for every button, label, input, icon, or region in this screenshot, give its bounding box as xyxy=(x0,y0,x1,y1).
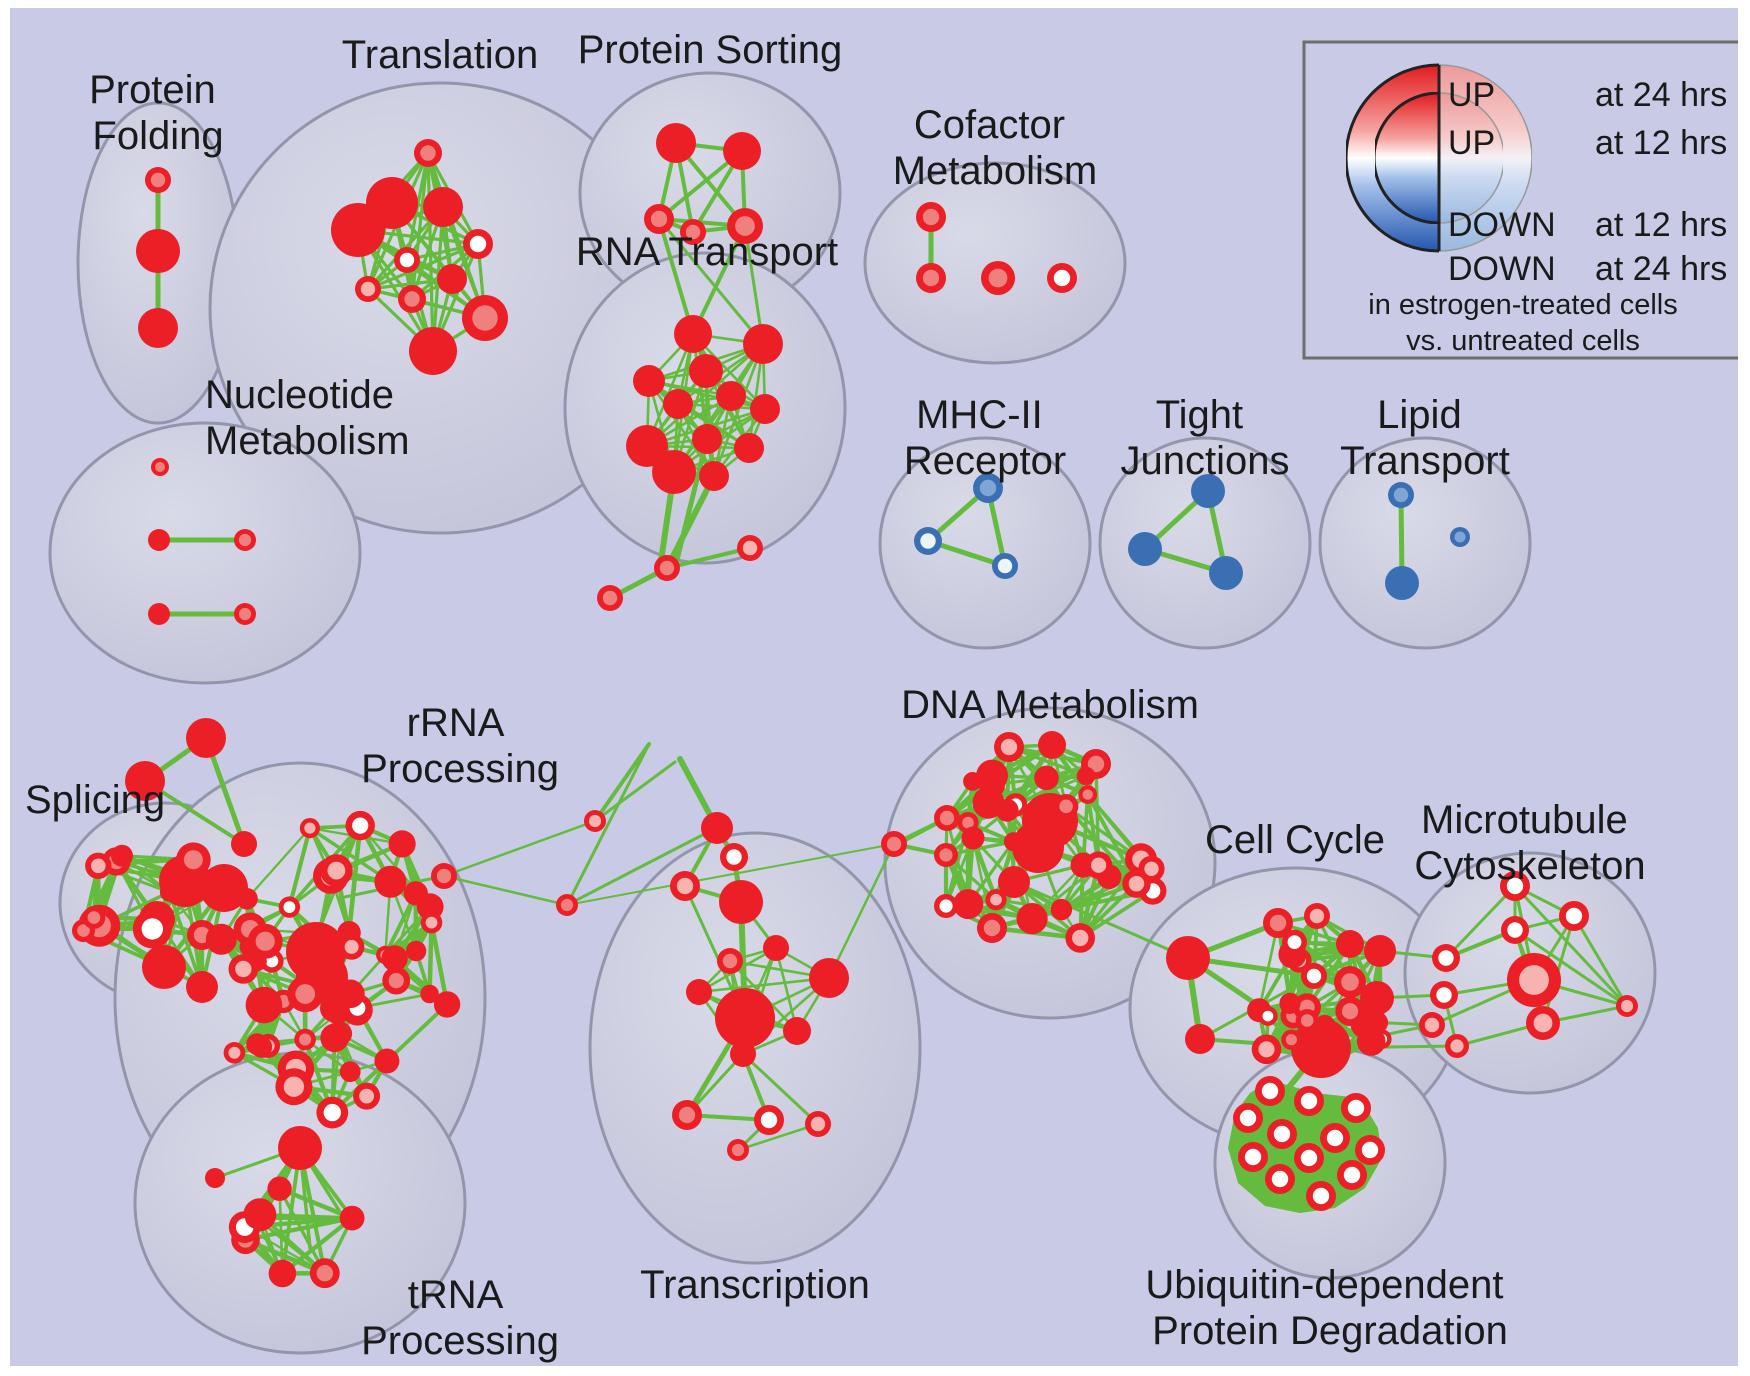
svg-text:at 12 hrs: at 12 hrs xyxy=(1595,124,1727,162)
svg-text:Translation: Translation xyxy=(342,33,538,77)
svg-text:DOWN: DOWN xyxy=(1448,206,1556,244)
svg-text:at 12 hrs: at 12 hrs xyxy=(1595,206,1727,244)
svg-text:UP: UP xyxy=(1448,76,1495,114)
svg-text:in estrogen-treated cells: in estrogen-treated cells xyxy=(1368,289,1678,321)
svg-text:vs. untreated cells: vs. untreated cells xyxy=(1406,325,1640,357)
svg-text:Splicing: Splicing xyxy=(25,778,165,822)
svg-text:Cofactor Metabolism: Cofactor Metabolism xyxy=(893,103,1098,193)
svg-text:UP: UP xyxy=(1448,124,1495,162)
svg-text:Ubiquitin-dependent Protein De: Ubiquitin-dependent Protein Degradation xyxy=(1145,1263,1514,1353)
svg-text:DNA Metabolism: DNA Metabolism xyxy=(901,683,1199,727)
svg-text:at 24 hrs: at 24 hrs xyxy=(1595,250,1727,288)
svg-text:RNA Transport: RNA Transport xyxy=(576,230,838,274)
svg-text:Protein Sorting: Protein Sorting xyxy=(578,28,843,72)
svg-text:rRNA Processing: rRNA Processing xyxy=(361,701,559,791)
svg-text:Cell Cycle: Cell Cycle xyxy=(1205,818,1385,862)
svg-text:DOWN: DOWN xyxy=(1448,250,1556,288)
svg-text:Microtubule Cytoskeleton: Microtubule Cytoskeleton xyxy=(1414,798,1645,888)
svg-text:at 24 hrs: at 24 hrs xyxy=(1595,76,1727,114)
svg-text:Transcription: Transcription xyxy=(640,1263,870,1307)
